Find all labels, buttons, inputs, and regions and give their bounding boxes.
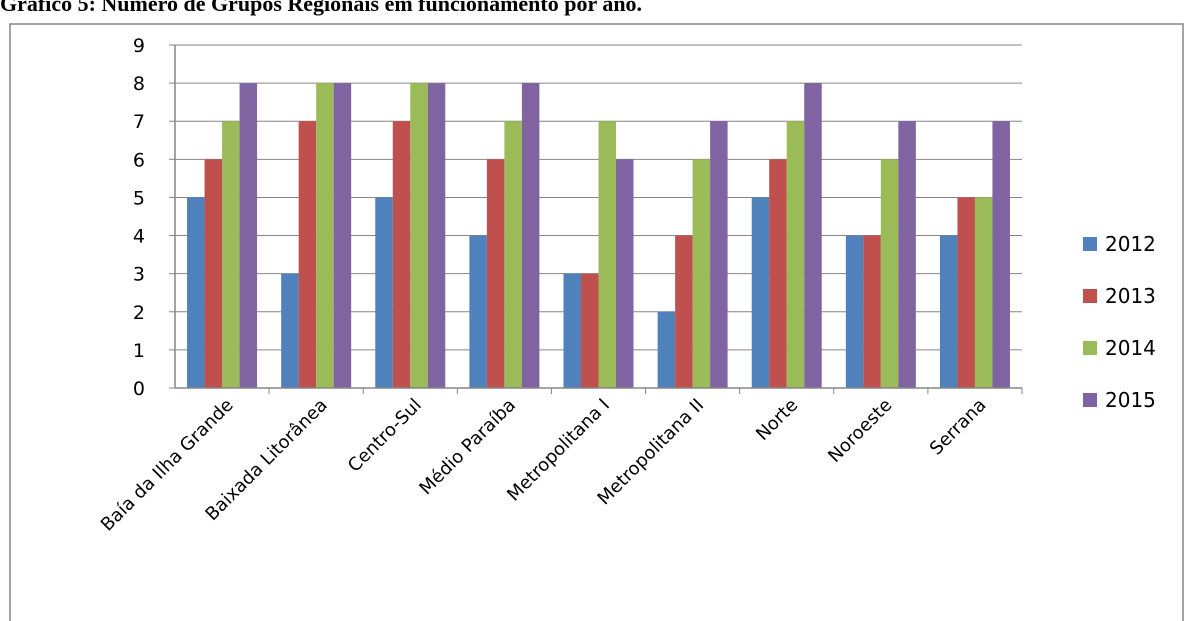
y-tick-label: 8	[133, 73, 145, 95]
bar-2013-6	[675, 235, 693, 388]
legend-swatch-2012	[1083, 237, 1097, 251]
y-tick-labels: 0 1 2 3 4 5 6 7 8 9	[133, 35, 145, 400]
bar-2015-7	[804, 83, 822, 388]
y-tick-label: 1	[133, 340, 145, 362]
bar-2013-3	[392, 121, 411, 388]
x-tick-label: Serrana	[926, 395, 991, 460]
bar-2015-5	[616, 159, 634, 388]
bar-2013-7	[769, 159, 787, 388]
chart-title: Gráfico 5: Número de Grupos Regionais em…	[0, 0, 643, 16]
bar-2015-3	[427, 83, 446, 388]
bar-2013-9	[957, 197, 975, 388]
y-tick-label: 5	[133, 187, 145, 209]
bar-2014-9	[974, 197, 993, 388]
legend: 2012 2013 2014 2015	[1083, 232, 1156, 412]
bar-2015-4	[521, 83, 540, 388]
legend-label-2013: 2013	[1105, 284, 1156, 308]
y-tick-label: 2	[133, 302, 145, 324]
bar-2014-1	[222, 121, 240, 388]
y-tick-label: 4	[133, 226, 145, 248]
bar-2014-8	[880, 159, 899, 388]
legend-label-2012: 2012	[1105, 232, 1156, 256]
legend-label-2014: 2014	[1105, 336, 1156, 360]
y-tick-label: 3	[133, 264, 145, 286]
legend-swatch-2014	[1083, 341, 1097, 355]
bar-2012-2	[281, 273, 299, 388]
bar-2012-6	[657, 311, 676, 388]
bars	[187, 83, 1010, 388]
x-tick-label: Norte	[752, 395, 802, 445]
x-tick-label: Centro-Sul	[344, 395, 426, 477]
bar-2013-8	[863, 235, 881, 388]
bar-2012-1	[187, 197, 205, 388]
legend-label-2015: 2015	[1105, 388, 1156, 412]
bar-2015-6	[710, 121, 728, 388]
chart-frame	[9, 23, 1184, 621]
bar-2013-4	[486, 159, 505, 388]
bar-2012-8	[845, 235, 864, 388]
x-tick-label: Médio Paraíba	[415, 395, 519, 499]
legend-swatch-2013	[1083, 289, 1097, 303]
bar-2015-9	[992, 121, 1010, 388]
bar-2014-3	[410, 83, 428, 388]
y-tick-label: 9	[133, 35, 145, 57]
bar-2012-3	[375, 197, 393, 388]
axes	[169, 44, 1023, 394]
bar-2015-2	[333, 83, 352, 388]
y-tick-label: 7	[133, 111, 145, 133]
legend-swatch-2015	[1083, 393, 1097, 407]
x-tick-label: Noroeste	[824, 395, 896, 467]
bar-2012-5	[563, 273, 581, 388]
bar-2014-7	[786, 121, 805, 388]
bar-2012-7	[751, 197, 770, 388]
bar-2015-8	[898, 121, 916, 388]
bar-2014-4	[504, 121, 522, 388]
bar-2015-1	[239, 83, 258, 388]
y-tick-label: 6	[133, 149, 145, 171]
x-tick-label: Metropolitana I	[503, 395, 614, 506]
bar-2013-5	[581, 273, 599, 388]
bar-2014-5	[598, 121, 616, 388]
bar-2012-9	[939, 235, 958, 388]
bar-2013-2	[298, 121, 317, 388]
bar-2014-2	[316, 83, 334, 388]
bar-2012-4	[469, 235, 487, 388]
bar-2014-6	[692, 159, 711, 388]
y-tick-label: 0	[133, 378, 145, 400]
bar-2013-1	[204, 159, 223, 388]
